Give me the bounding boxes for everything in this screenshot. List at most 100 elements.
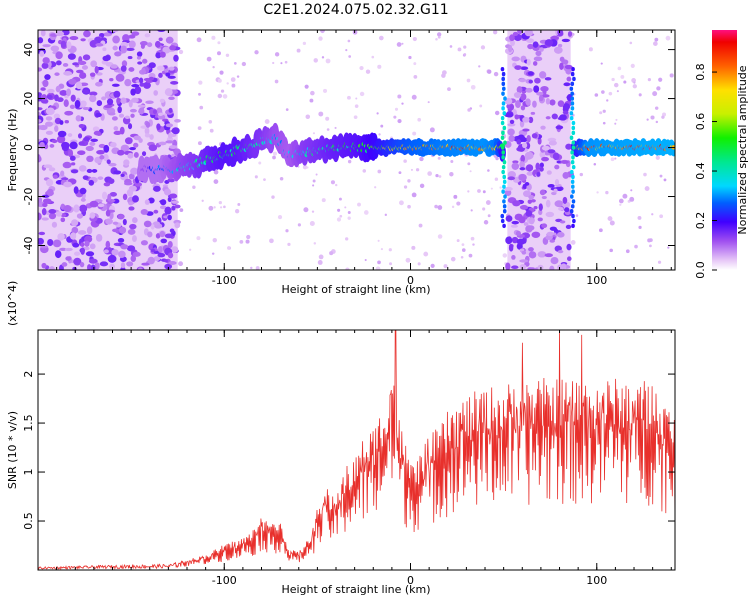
noise-blob [94, 262, 100, 270]
noise-dot [380, 124, 384, 128]
noise-dot [285, 229, 289, 233]
noise-blob [540, 125, 546, 130]
noise-blob [76, 213, 84, 219]
noise-blob [96, 149, 105, 155]
noise-blob [108, 162, 117, 167]
noise-dot [457, 47, 462, 52]
spike-cell [502, 111, 507, 116]
noise-blob [129, 223, 137, 230]
noise-blob [128, 173, 135, 180]
noise-blob [559, 220, 566, 224]
noise-blob [549, 265, 555, 270]
noise-dot [274, 79, 279, 84]
noise-blob [171, 127, 180, 135]
spike-cell [571, 164, 576, 170]
noise-dot [305, 114, 311, 120]
spike-cell [569, 115, 574, 121]
noise-dot [655, 120, 659, 124]
noise-blob [103, 104, 113, 109]
noise-blob [127, 123, 133, 130]
noise-blob [168, 107, 173, 113]
noise-blob [504, 189, 512, 197]
noise-blob [89, 243, 96, 250]
noise-dot [376, 112, 379, 115]
noise-dot [303, 207, 309, 213]
noise-blob [41, 262, 47, 269]
noise-blob [537, 251, 547, 258]
noise-blob [159, 98, 165, 103]
noise-blob [167, 178, 175, 183]
noise-dot [413, 75, 418, 79]
noise-dot [654, 106, 659, 110]
noise-blob [532, 61, 538, 66]
noise-blob [561, 38, 570, 43]
noise-blob [517, 30, 523, 35]
noise-blob [56, 135, 66, 144]
noise-dot [329, 251, 334, 256]
noise-blob [169, 145, 178, 149]
spike-cell [571, 130, 576, 136]
noise-blob [128, 34, 136, 39]
noise-blob [78, 141, 85, 146]
noise-dot [219, 70, 224, 75]
noise-dot [223, 205, 226, 209]
noise-blob [168, 96, 175, 101]
spike-cell [500, 66, 505, 72]
y-tick-label: 1.5 [22, 414, 35, 432]
noise-dot [377, 239, 380, 242]
noise-blob [64, 247, 73, 252]
noise-blob [143, 220, 152, 228]
noise-blob [85, 251, 95, 257]
noise-blob [520, 66, 529, 70]
noise-blob [103, 249, 109, 254]
noise-blob [535, 162, 540, 171]
noise-blob [566, 243, 572, 251]
noise-blob [536, 91, 544, 96]
noise-blob [541, 156, 549, 162]
noise-blob [38, 119, 42, 123]
noise-blob [512, 160, 519, 164]
noise-dot [189, 248, 192, 251]
noise-blob [160, 199, 167, 206]
noise-dot [625, 249, 630, 254]
noise-dot [450, 256, 456, 262]
noise-blob [153, 209, 159, 214]
spike-cell [570, 179, 575, 185]
noise-dot [407, 179, 411, 183]
noise-blob [84, 240, 90, 247]
noise-blob [89, 141, 96, 146]
spike-cell [502, 199, 506, 204]
noise-blob [539, 71, 547, 79]
noise-dot [453, 194, 458, 199]
noise-dot [623, 80, 627, 84]
noise-blob [140, 209, 149, 215]
noise-blob [164, 206, 172, 215]
noise-blob [539, 162, 544, 168]
noise-blob [111, 249, 119, 256]
noise-dot [304, 84, 309, 89]
noise-blob [522, 142, 528, 149]
noise-blob [141, 67, 146, 75]
noise-dot [427, 101, 430, 104]
noise-dot [579, 172, 584, 177]
noise-dot [437, 205, 443, 210]
noise-blob [545, 116, 551, 120]
noise-blob [123, 182, 133, 186]
noise-blob [45, 116, 53, 121]
noise-dot [607, 216, 613, 222]
noise-dot [658, 77, 663, 82]
noise-blob [174, 118, 181, 123]
noise-blob [514, 65, 522, 71]
noise-dot [201, 199, 204, 202]
noise-dot [657, 260, 662, 264]
noise-blob [153, 256, 161, 262]
noise-dot [384, 213, 387, 217]
noise-blob [69, 104, 76, 110]
noise-blob [528, 217, 535, 225]
spike-cell [502, 125, 507, 131]
noise-blob [504, 113, 514, 118]
noise-blob [78, 165, 87, 172]
noise-dot [389, 262, 393, 266]
noise-blob [168, 66, 175, 71]
noise-blob [147, 256, 155, 265]
